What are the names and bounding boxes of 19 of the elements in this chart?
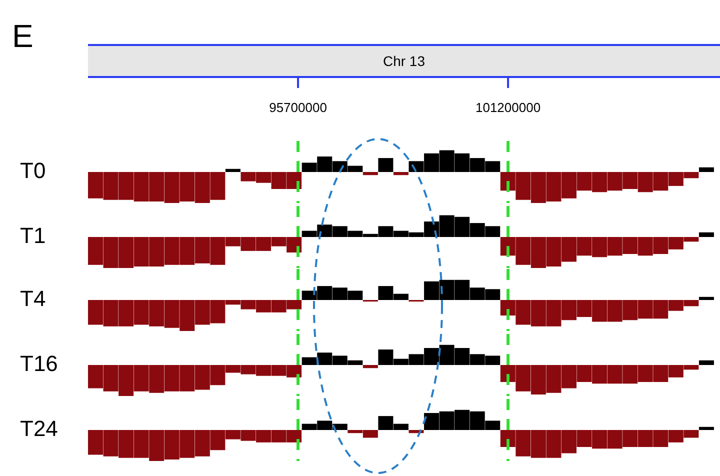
x-tick-label: 95700000	[269, 100, 327, 115]
x-tick-label: 101200000	[475, 100, 541, 115]
y-axis-title: T4	[20, 286, 46, 312]
y-axis-title: T1	[20, 223, 46, 249]
bar	[698, 167, 714, 172]
bar	[378, 158, 394, 172]
bar	[698, 296, 714, 300]
bar	[698, 232, 714, 237]
bar	[393, 172, 408, 176]
chart-title: Chr 13	[88, 44, 720, 78]
bar	[698, 360, 714, 365]
y-axis-title: T0	[20, 158, 46, 184]
text: E	[12, 18, 34, 55]
bar	[698, 426, 714, 430]
y-axis-title: T24	[20, 416, 58, 442]
bar	[362, 365, 378, 368]
bar	[225, 168, 240, 172]
bar	[362, 172, 378, 176]
y-axis-title: T16	[20, 351, 58, 377]
